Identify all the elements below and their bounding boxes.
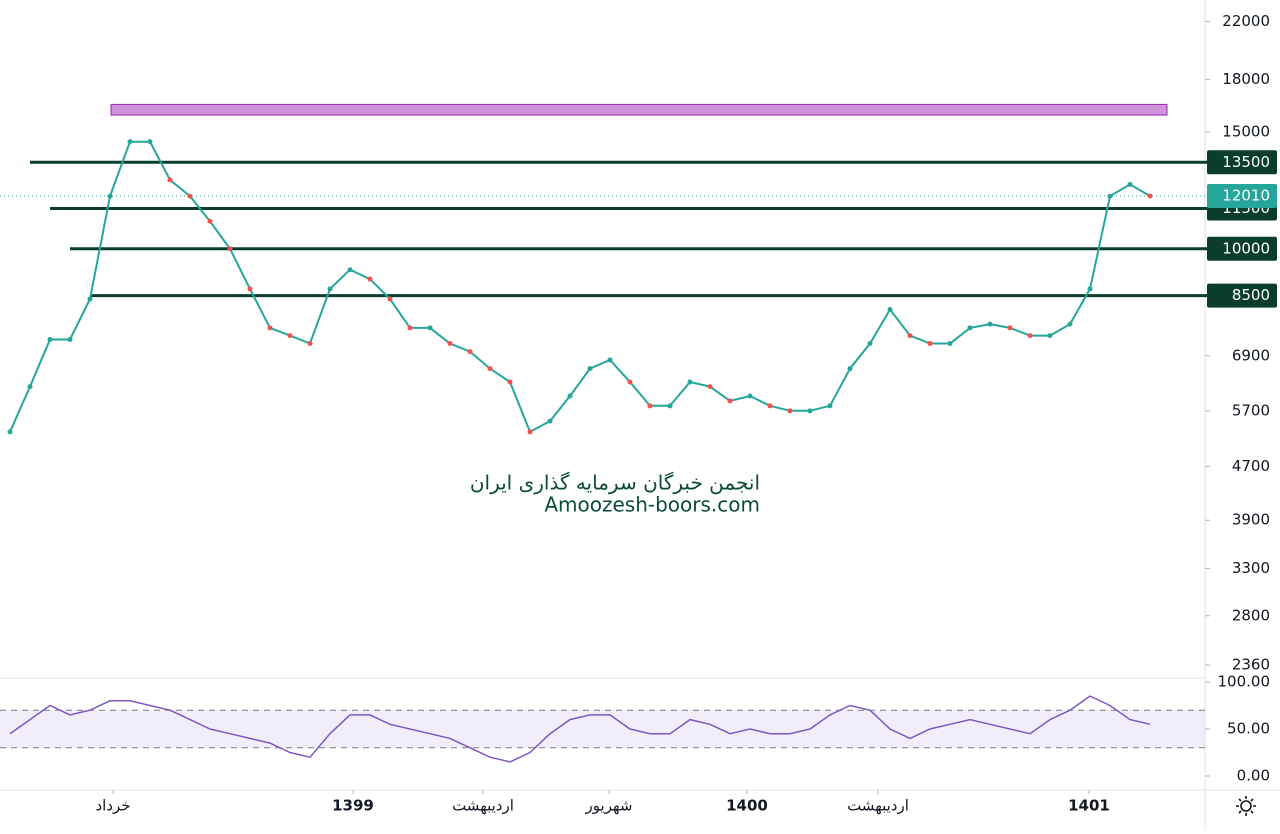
price-point [947, 340, 953, 346]
price-point [327, 286, 333, 292]
y-tick-label: 15000 [1222, 122, 1270, 140]
level-label-bg [1207, 236, 1277, 261]
y-tick-label: 2800 [1232, 606, 1270, 624]
price-point [607, 357, 613, 363]
last-price-bg [1207, 183, 1277, 208]
rsi-tick-label: 100.00 [1218, 673, 1271, 691]
price-point [107, 193, 113, 199]
rsi-tick-label: 0.00 [1237, 767, 1270, 785]
price-point [707, 384, 713, 390]
price-point [1047, 333, 1053, 339]
price-point [447, 340, 453, 346]
level-label-bg [1207, 150, 1277, 175]
x-tick-label: 1400 [726, 797, 768, 815]
price-point [67, 337, 73, 343]
y-tick-label: 3300 [1232, 559, 1270, 577]
x-tick-label: 1399 [332, 797, 374, 815]
price-point [7, 429, 13, 435]
price-point [907, 333, 913, 339]
x-tick-label: 1401 [1068, 797, 1110, 815]
price-point [987, 321, 993, 327]
price-point [507, 379, 513, 385]
y-tick-label: 4700 [1232, 457, 1270, 475]
price-point [1147, 193, 1153, 199]
price-point [807, 408, 813, 414]
price-point [227, 246, 233, 252]
price-point [967, 325, 973, 331]
price-point [207, 218, 213, 224]
rsi-tick-label: 50.00 [1227, 720, 1270, 738]
price-point [547, 418, 553, 424]
price-point [167, 177, 173, 183]
price-point [307, 340, 313, 346]
level-label-bg [1207, 283, 1277, 308]
y-tick-label: 6900 [1232, 346, 1270, 364]
level-label: 8500 [1232, 286, 1270, 304]
price-point [427, 325, 433, 331]
settings-icon[interactable] [1236, 796, 1256, 816]
y-tick-label: 5700 [1232, 401, 1270, 419]
price-point [367, 276, 373, 282]
y-tick-label: 18000 [1222, 70, 1270, 88]
price-point [147, 139, 153, 145]
price-point [1127, 181, 1133, 187]
x-tick-label: شهریور [585, 797, 633, 815]
price-point [287, 333, 293, 339]
price-point [1067, 321, 1073, 327]
x-tick-label: اردیبهشت [452, 797, 514, 815]
price-point [1087, 286, 1093, 292]
price-point [647, 403, 653, 409]
price-point [667, 403, 673, 409]
price-point [787, 408, 793, 414]
resistance-zone [110, 103, 1168, 116]
price-point [127, 139, 133, 145]
price-point [867, 340, 873, 346]
price-point [87, 296, 93, 302]
watermark: Amoozesh-boors.com [544, 493, 760, 517]
price-point [727, 398, 733, 404]
price-point [827, 403, 833, 409]
y-tick-label: 2360 [1232, 656, 1270, 674]
price-point [687, 379, 693, 385]
price-point [187, 193, 193, 199]
price-line [9, 140, 1151, 434]
price-point [927, 340, 933, 346]
y-tick-label: 3900 [1232, 511, 1270, 529]
price-point [47, 337, 53, 343]
price-point [267, 325, 273, 331]
price-point [767, 403, 773, 409]
price-point [467, 349, 473, 355]
rsi-line [9, 695, 1151, 763]
price-point [347, 267, 353, 273]
x-tick-label: خرداد [95, 797, 130, 815]
rsi-band [0, 710, 1205, 748]
price-point [567, 393, 573, 399]
watermark: انجمن خبرگان سرمایه گذاری ایران [470, 471, 760, 495]
level-label: 13500 [1222, 153, 1270, 171]
price-point [1027, 333, 1033, 339]
price-point [407, 325, 413, 331]
price-point [1007, 325, 1013, 331]
price-point [887, 307, 893, 313]
last-price-label: 12010 [1222, 186, 1270, 204]
price-point [247, 286, 253, 292]
level-label: 10000 [1222, 239, 1270, 257]
price-point [1107, 193, 1113, 199]
x-tick-label: اردیبهشت [847, 797, 909, 815]
price-point [847, 366, 853, 372]
price-point [387, 296, 393, 302]
price-point [487, 366, 493, 372]
price-point [627, 379, 633, 385]
plot-area [0, 0, 1205, 790]
price-point [27, 384, 33, 390]
y-tick-label: 22000 [1222, 12, 1270, 30]
price-point [747, 393, 753, 399]
price-point [587, 366, 593, 372]
price-point [527, 429, 533, 435]
